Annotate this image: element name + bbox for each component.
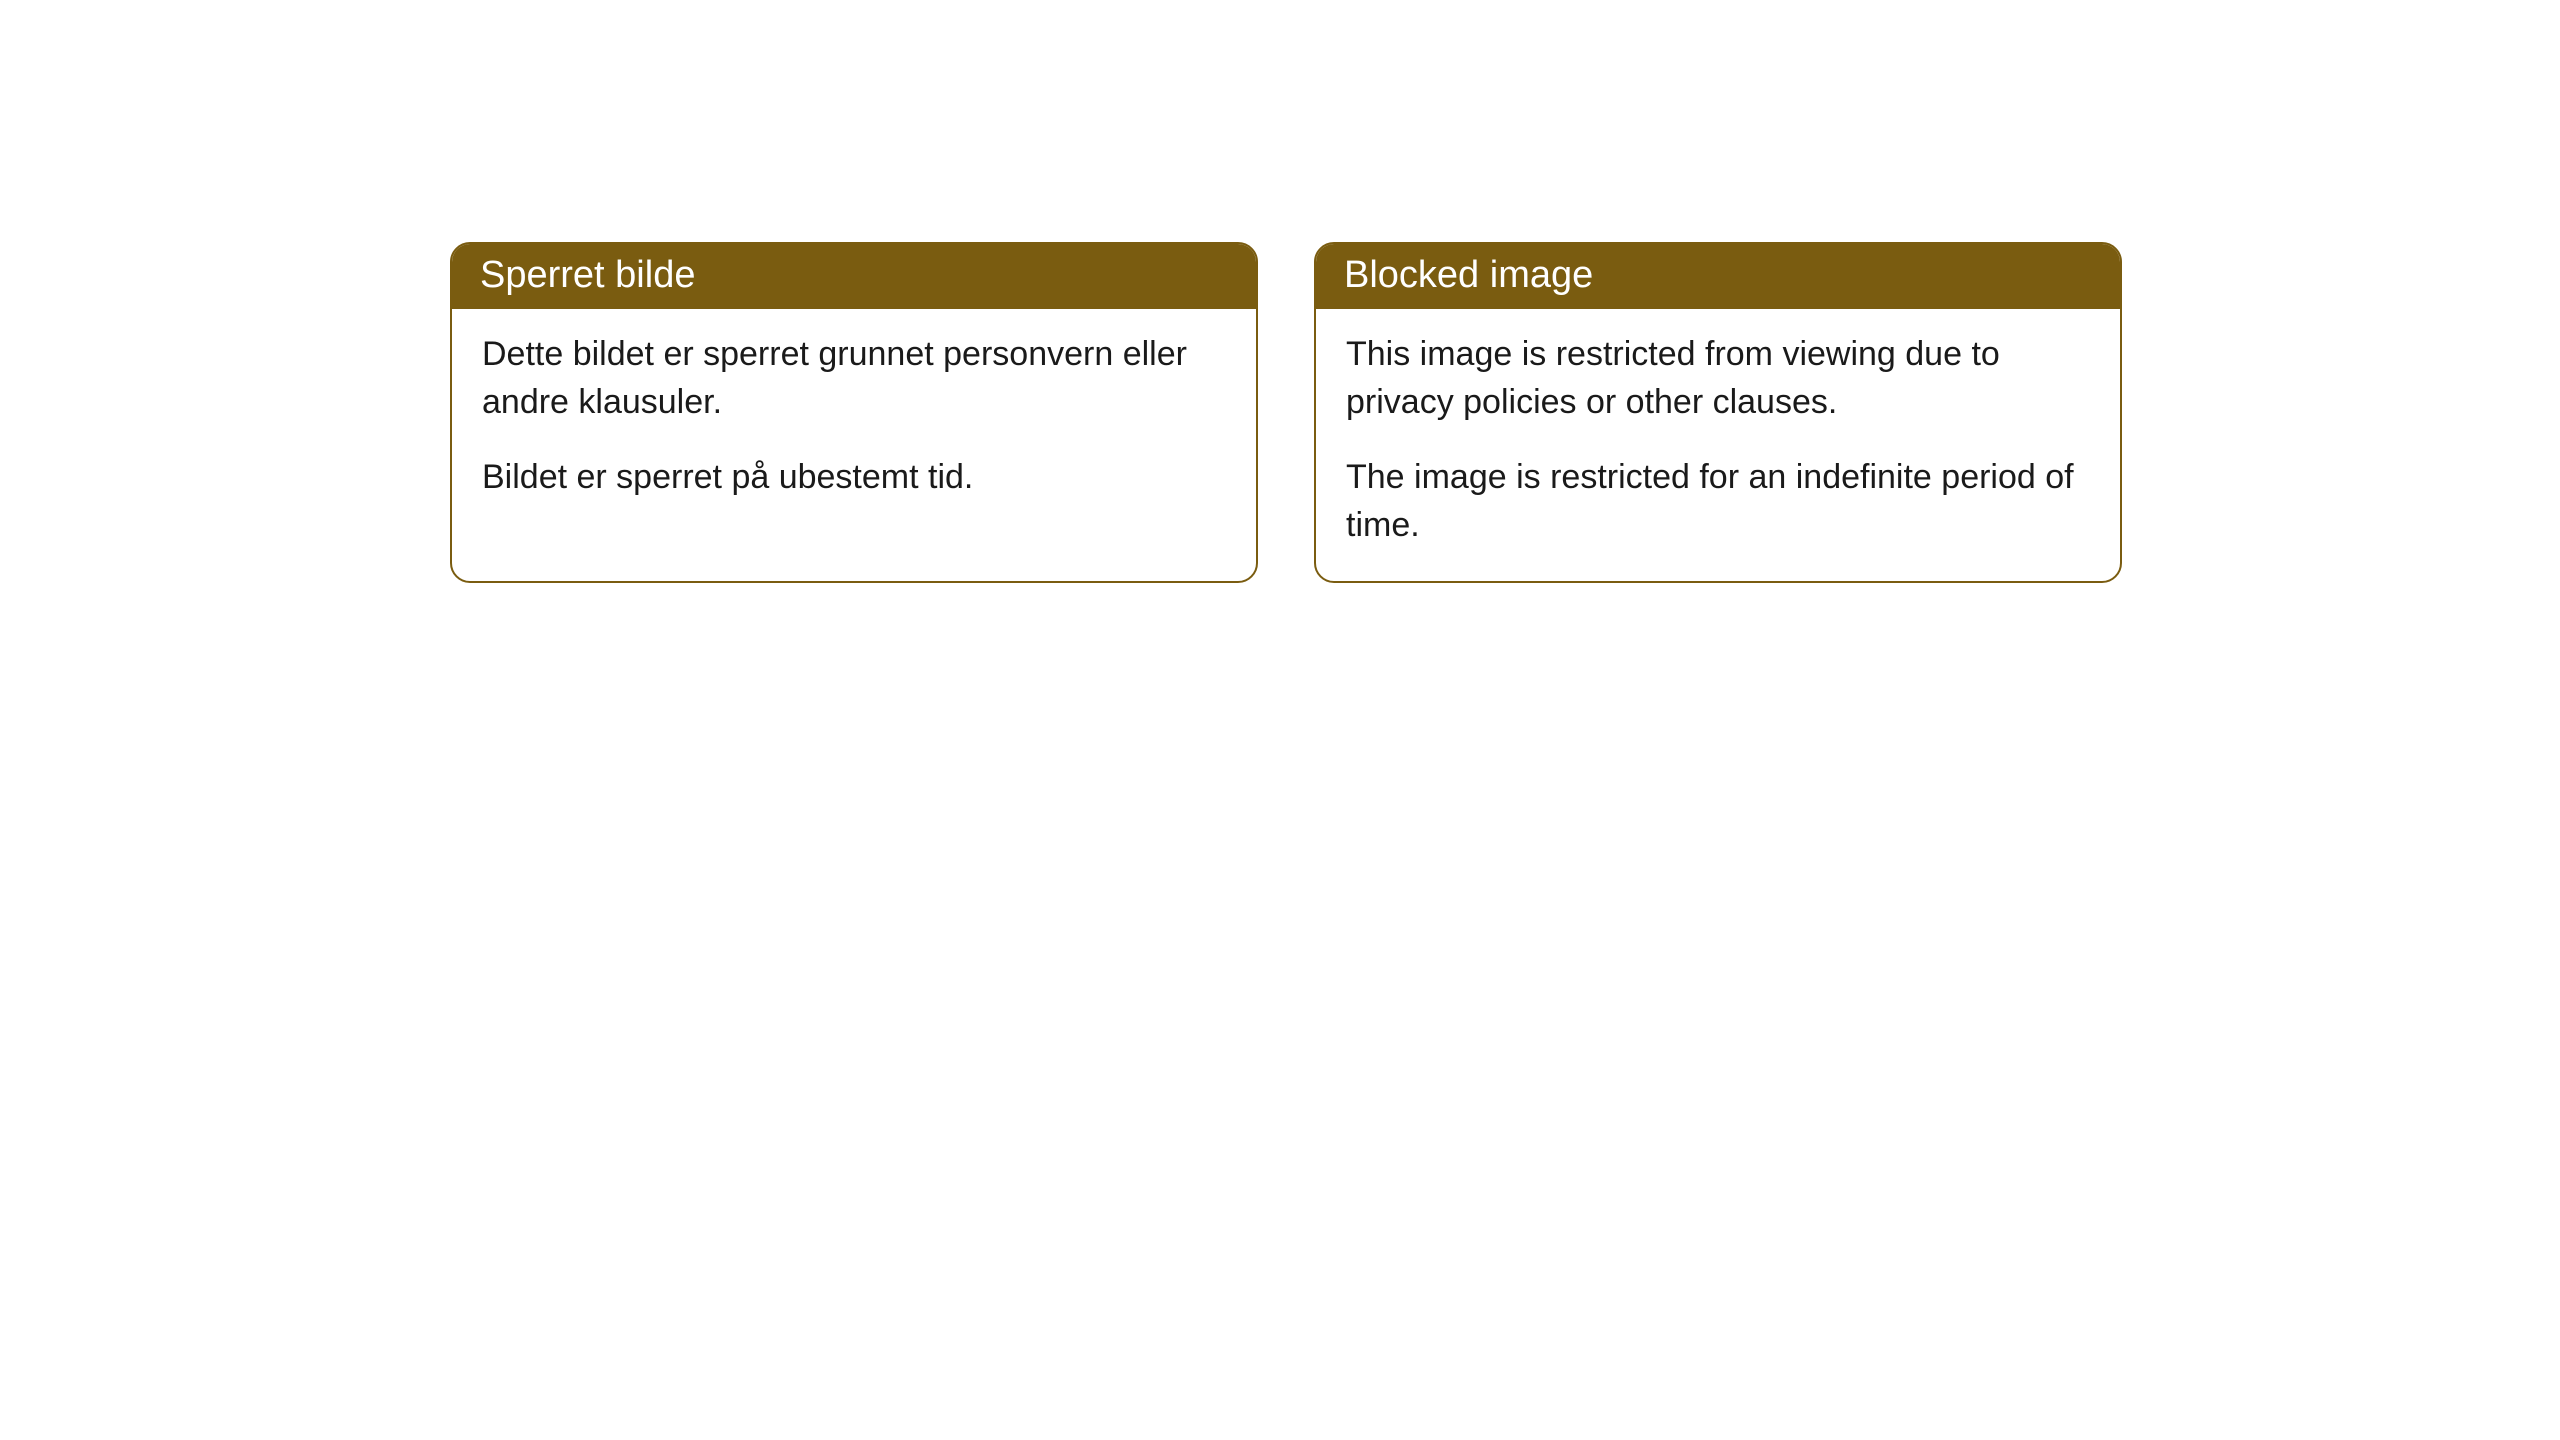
card-paragraph: The image is restricted for an indefinit… — [1346, 454, 2090, 549]
card-header: Sperret bilde — [452, 244, 1256, 309]
card-header: Blocked image — [1316, 244, 2120, 309]
card-paragraph: This image is restricted from viewing du… — [1346, 331, 2090, 426]
notice-card-norwegian: Sperret bilde Dette bildet er sperret gr… — [450, 242, 1258, 583]
card-body: This image is restricted from viewing du… — [1316, 309, 2120, 581]
card-paragraph: Bildet er sperret på ubestemt tid. — [482, 454, 1226, 502]
notice-cards-container: Sperret bilde Dette bildet er sperret gr… — [0, 0, 2560, 583]
card-body: Dette bildet er sperret grunnet personve… — [452, 309, 1256, 534]
card-paragraph: Dette bildet er sperret grunnet personve… — [482, 331, 1226, 426]
notice-card-english: Blocked image This image is restricted f… — [1314, 242, 2122, 583]
